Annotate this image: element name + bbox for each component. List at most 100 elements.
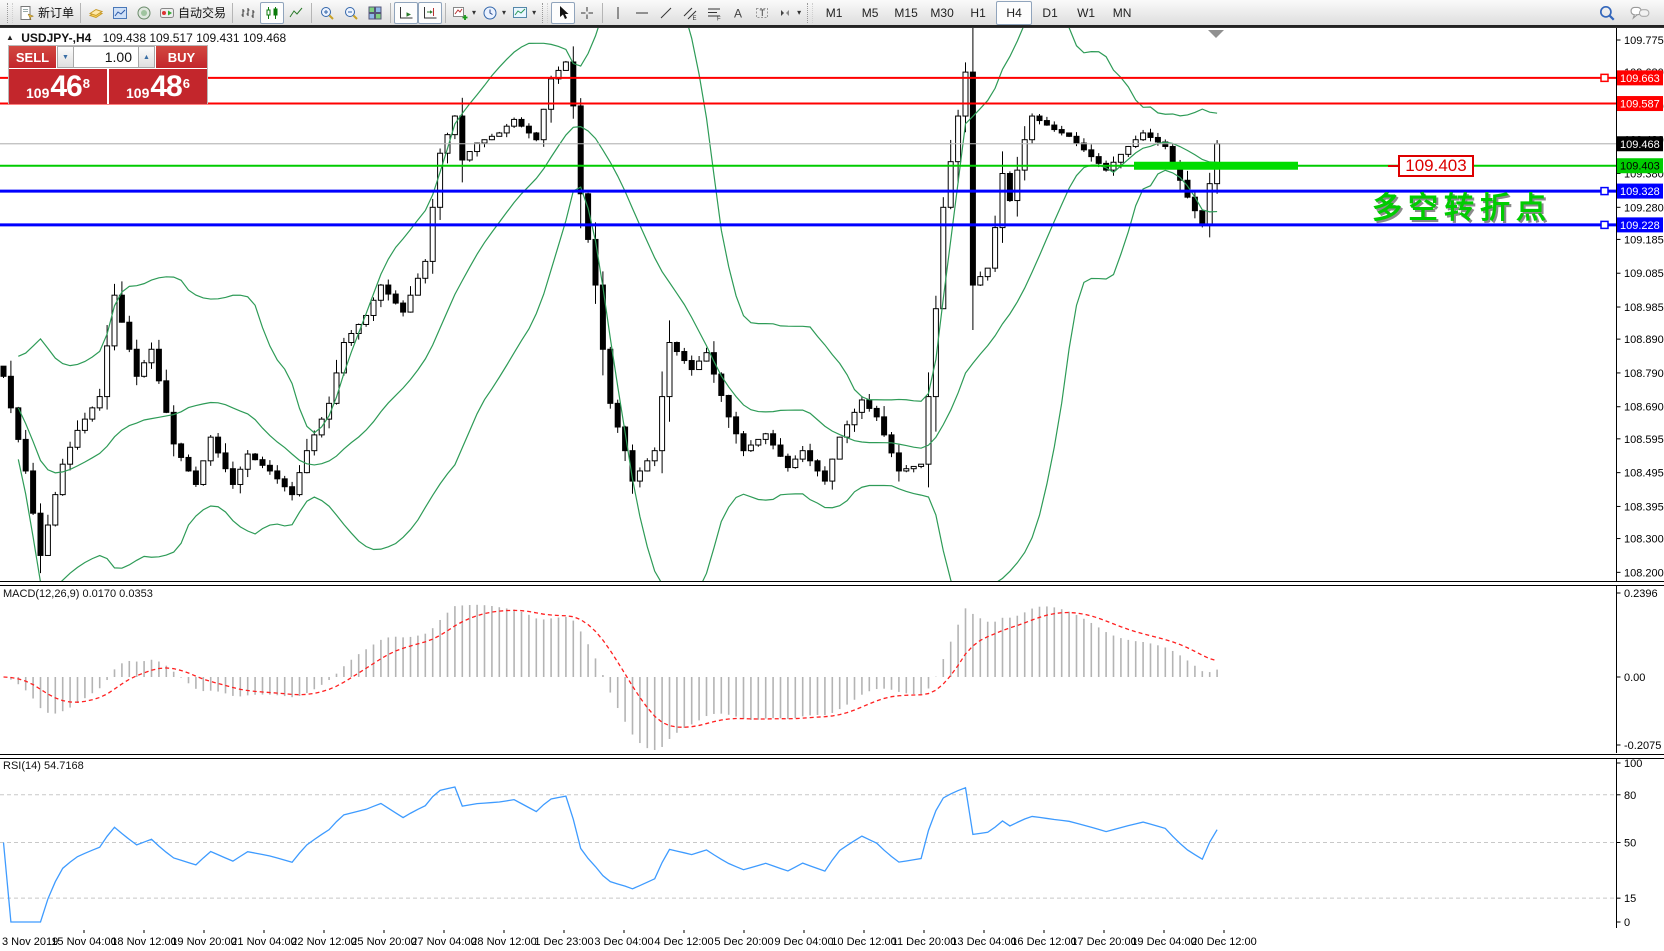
vertical-line-button[interactable] (606, 2, 630, 24)
crosshair-button[interactable] (575, 2, 599, 24)
candle (799, 450, 806, 460)
timeframe-H1[interactable]: H1 (970, 5, 986, 20)
timeframe-M5[interactable]: M5 (861, 5, 879, 20)
buy-price[interactable]: 109 48 6 (109, 69, 207, 104)
pivot-note-text[interactable]: 多空转折点 (1372, 192, 1552, 225)
price-badge (1617, 70, 1663, 86)
candle (237, 468, 244, 485)
timeframe-MN[interactable]: MN (1112, 5, 1132, 20)
candle (622, 426, 629, 452)
chart-shift-marker[interactable] (1208, 30, 1224, 38)
chat-icon[interactable] (1630, 4, 1650, 22)
collapse-icon[interactable]: ▲ (6, 33, 14, 42)
search-icon[interactable] (1598, 4, 1616, 22)
timeframe-M1[interactable]: M1 (825, 5, 843, 20)
autotrading-button[interactable]: 自动交易 (156, 2, 229, 24)
candle (185, 456, 192, 472)
candle (377, 284, 384, 301)
timeframe-M15[interactable]: M15 (894, 5, 918, 20)
level-price-label[interactable]: 109.403 (1398, 155, 1474, 177)
zoom-in-button[interactable] (315, 2, 339, 24)
price-badge (1617, 158, 1663, 174)
main-chart[interactable]: 109.775109.680109.580109.480109.380109.2… (0, 28, 1664, 581)
chart-shift-button[interactable] (418, 1, 443, 24)
auto-scroll-button[interactable] (394, 1, 419, 24)
candlestick-chart-button[interactable] (260, 1, 285, 24)
price-tick-label: 109.185 (1624, 234, 1664, 246)
line-handle[interactable] (1600, 186, 1609, 196)
fibonacci-button[interactable]: F (702, 2, 726, 24)
text-label-button[interactable]: T (750, 2, 774, 24)
line-handle[interactable] (1600, 73, 1609, 83)
candle (89, 407, 96, 420)
equidistant-channel-button[interactable]: E (678, 2, 702, 24)
timeframe-W1[interactable]: W1 (1077, 5, 1096, 20)
candle (326, 402, 333, 420)
chart-window-button[interactable] (84, 2, 108, 24)
arrows-button[interactable]: ▾ (774, 2, 804, 24)
highlight-bar[interactable] (1134, 161, 1298, 170)
candle (422, 260, 429, 279)
candle (992, 227, 999, 269)
candle (400, 302, 407, 313)
bar-chart-button[interactable] (236, 2, 260, 24)
time-label: 25 Nov 20:00 (351, 936, 416, 948)
zoom-in-icon (321, 6, 334, 20)
candle (651, 450, 658, 462)
buy-button[interactable]: BUY (155, 46, 207, 68)
macd-pane[interactable]: 0.2396 0.00 -0.2075 (0, 586, 1664, 753)
rsi-tick-label: 50 (1624, 838, 1636, 850)
sell-price[interactable]: 109 46 8 (9, 69, 109, 104)
timeframe-D1[interactable]: D1 (1042, 5, 1058, 20)
clock-icon (483, 6, 497, 19)
volume-up-button[interactable]: ▲ (138, 46, 155, 68)
buy-price-main: 48 (150, 70, 182, 103)
indicators-button[interactable]: ▾ (449, 2, 479, 24)
toolbar-grip[interactable] (7, 2, 13, 23)
pane-separator[interactable] (0, 754, 1664, 759)
toolbar-grip[interactable] (542, 2, 549, 23)
timeframe-H4[interactable]: H4 (996, 0, 1033, 25)
price-badge (1617, 136, 1663, 152)
text-button[interactable]: A (726, 2, 750, 24)
macd-label: MACD(12,26,9) 0.0170 0.0353 (3, 588, 153, 600)
candle (37, 512, 44, 556)
candle (1014, 169, 1021, 202)
zoom-out-button[interactable] (339, 2, 363, 24)
profiles-icon (113, 6, 128, 19)
toolbar-grip[interactable] (807, 2, 814, 23)
line-chart-button[interactable] (284, 2, 308, 24)
candle (1029, 115, 1036, 141)
data-window-button[interactable] (132, 2, 156, 24)
pane-separator[interactable] (0, 581, 1664, 586)
candlestick-chart-icon (266, 6, 278, 19)
time-label: 1 Dec 23:00 (534, 936, 593, 948)
volume-input[interactable]: 1.00 (74, 46, 138, 68)
tile-windows-button[interactable] (363, 2, 387, 24)
sell-button[interactable]: SELL (9, 46, 57, 68)
candle (918, 463, 925, 467)
volume-down-button[interactable]: ▼ (57, 46, 74, 68)
sell-price-pip: 8 (82, 76, 90, 91)
horizontal-line-button[interactable] (630, 2, 654, 24)
time-label: 13 Dec 04:00 (951, 936, 1016, 948)
profiles-button[interactable] (108, 2, 132, 24)
candle (814, 460, 821, 472)
line-chart-icon (289, 7, 303, 17)
line-handle[interactable] (1600, 220, 1609, 230)
trendline-button[interactable] (654, 2, 678, 24)
timeframe-M30[interactable]: M30 (930, 5, 954, 20)
toolbar-separator (602, 2, 604, 23)
new-order-button[interactable]: 新订单 (16, 2, 77, 24)
template-icon (513, 6, 528, 18)
candle (30, 470, 37, 514)
price-tick-label: 108.495 (1624, 468, 1664, 480)
cursor-button[interactable] (551, 1, 576, 24)
periods-button[interactable]: ▾ (479, 2, 509, 24)
rsi-pane[interactable]: 100 80 50 15 0 (0, 758, 1664, 928)
time-label: 20 Dec 12:00 (1191, 936, 1256, 948)
templates-button[interactable]: ▾ (509, 2, 539, 24)
sell-price-base: 109 (26, 85, 50, 101)
candle (118, 294, 125, 323)
